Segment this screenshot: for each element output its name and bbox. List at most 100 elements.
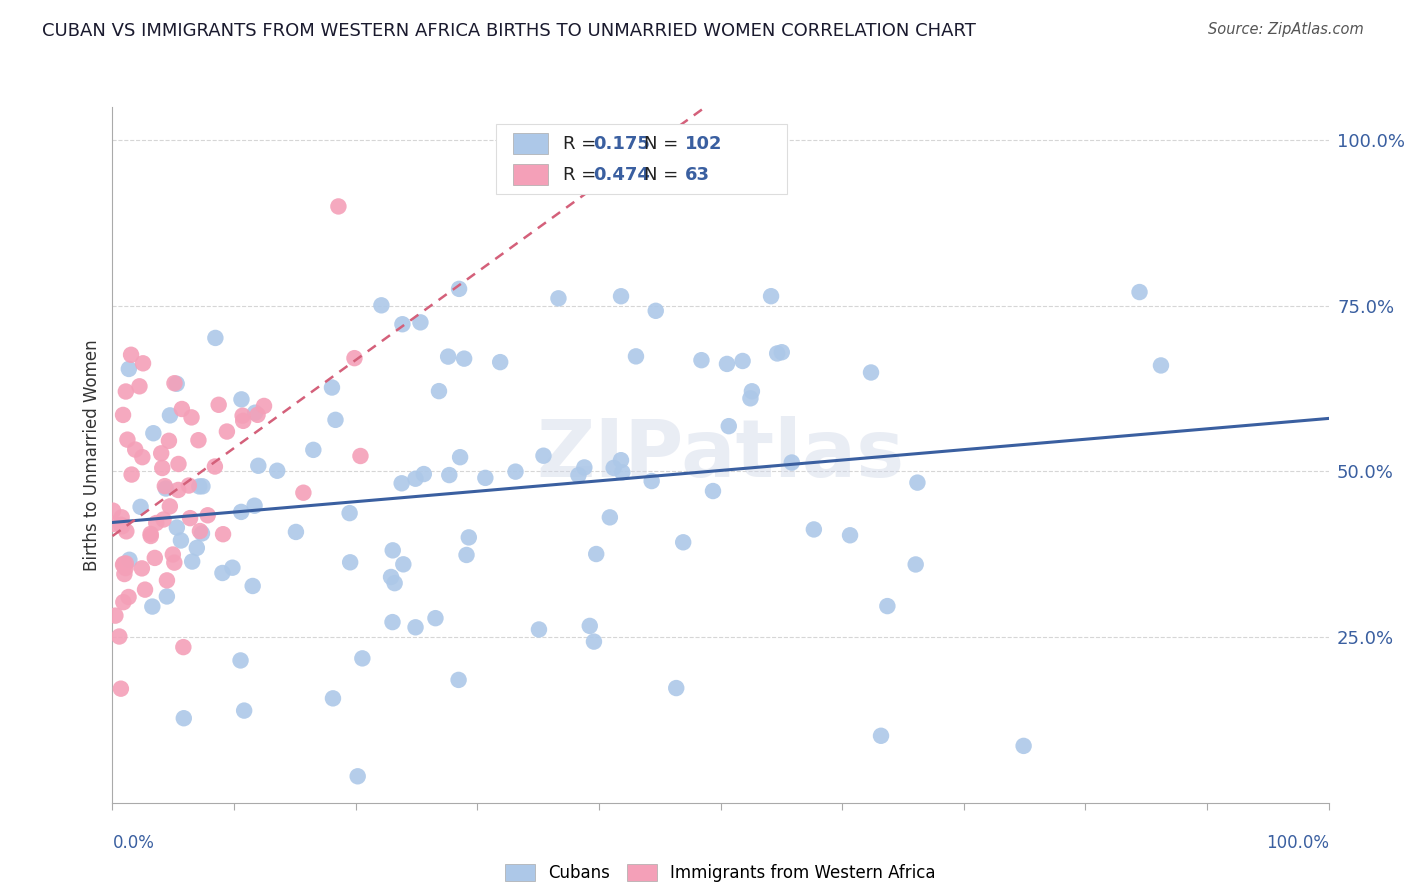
Point [229,653,252,667]
Point [731,354,754,368]
Point [243,406,266,420]
Point [157,434,180,448]
Point [139,527,162,541]
Point [381,543,404,558]
Point [221,560,243,574]
Point [191,479,214,493]
Point [115,384,138,399]
Point [391,317,413,331]
Point [167,457,190,471]
Text: 0.0%: 0.0% [112,834,155,852]
Point [128,379,150,393]
Point [640,474,662,488]
Point [602,461,624,475]
Point [173,711,195,725]
Text: ZIPatlas: ZIPatlas [537,416,904,494]
Point [425,611,447,625]
Point [114,557,136,571]
Point [578,619,600,633]
Point [197,508,219,523]
Text: Source: ZipAtlas.com: Source: ZipAtlas.com [1208,22,1364,37]
Point [644,303,666,318]
Point [177,478,200,492]
Point [439,468,461,483]
Point [150,461,173,475]
Point [247,458,270,473]
Point [208,398,231,412]
Point [437,350,460,364]
Point [1128,285,1150,299]
Text: 0.175: 0.175 [593,135,650,153]
Point [322,691,344,706]
Point [690,353,713,368]
Point [233,704,256,718]
Point [112,408,135,422]
Point [702,483,724,498]
Point [204,459,226,474]
Point [159,409,181,423]
Point [574,460,596,475]
Point [121,467,143,482]
Point [117,433,139,447]
Point [242,579,264,593]
Point [167,483,190,497]
Point [339,555,361,569]
Point [114,561,136,575]
Point [533,449,555,463]
Point [780,456,803,470]
Point [582,634,605,648]
Point [181,555,204,569]
Point [716,357,738,371]
Point [405,472,427,486]
Point [139,529,162,543]
Point [156,590,179,604]
Point [759,289,782,303]
Point [489,355,512,369]
Point [547,291,569,305]
Point [118,553,141,567]
Point [321,380,343,394]
Point [187,433,209,447]
Point [186,541,208,555]
Point [449,450,471,465]
Point [150,446,173,460]
Text: R =: R = [562,166,602,184]
Point [740,392,762,406]
Text: 102: 102 [685,135,723,153]
Point [166,520,188,534]
Point [170,533,193,548]
Point [474,471,496,485]
Point [142,426,165,441]
Point [624,350,647,364]
Point [204,331,226,345]
Point [412,467,434,481]
Point [166,376,188,391]
Point [1150,359,1173,373]
Text: 100.0%: 100.0% [1265,834,1329,852]
Point [112,595,135,609]
Point [803,523,825,537]
Point [232,414,254,428]
Point [118,362,141,376]
Point [381,615,404,629]
Point [232,409,254,423]
Point [188,524,211,538]
Point [392,558,415,572]
Point [665,681,688,695]
Point [159,500,181,514]
Point [770,345,793,359]
Point [610,289,633,303]
Point [108,630,131,644]
Point [610,453,633,467]
Y-axis label: Births to Unmarried Women: Births to Unmarried Women [83,339,101,571]
Text: 63: 63 [685,166,710,184]
Point [453,351,475,366]
Point [212,527,235,541]
Point [124,442,146,457]
Point [111,519,134,533]
Point [339,506,361,520]
Point [132,356,155,370]
Point [231,505,253,519]
Point [253,399,276,413]
Point [456,548,478,562]
